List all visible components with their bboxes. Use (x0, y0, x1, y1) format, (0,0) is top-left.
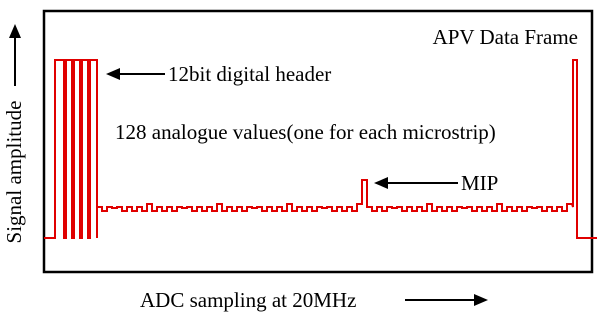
signal-trace (44, 59, 597, 239)
y-axis-arrow (9, 24, 21, 86)
analogue-annotation: 128 analogue values(one for each microst… (115, 120, 496, 144)
frame-title: APV Data Frame (433, 25, 578, 49)
x-axis-arrow (405, 294, 488, 306)
y-axis-label: Signal amplitude (2, 101, 26, 244)
mip-arrow (374, 177, 458, 189)
header-annotation: 12bit digital header (168, 62, 331, 86)
plot-frame (42, 9, 594, 274)
mip-annotation: MIP (461, 171, 498, 195)
x-axis-label: ADC sampling at 20MHz (140, 288, 356, 312)
header-arrow (106, 68, 165, 80)
